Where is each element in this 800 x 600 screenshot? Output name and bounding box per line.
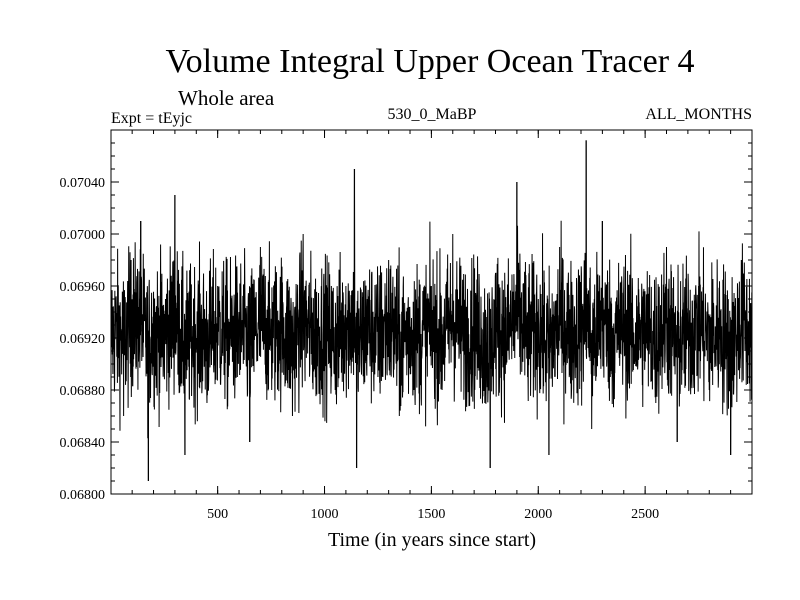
x-tick-label: 2500 [631, 507, 659, 522]
y-tick-label: 0.06960 [60, 280, 106, 295]
y-tick-label: 0.06800 [60, 488, 106, 503]
x-tick-label: 2000 [524, 507, 552, 522]
y-tick-label: 0.06920 [60, 332, 106, 347]
y-tick-label: 0.07040 [60, 176, 106, 191]
x-tick-label: 1500 [417, 507, 445, 522]
x-tick-label: 500 [207, 507, 228, 522]
y-tick-label: 0.07000 [60, 228, 106, 243]
y-axis: 0.06800 0.06840 0.06880 0.06920 0.06960 0.070… [60, 129, 752, 503]
experiment-label: Expt = tEyjc [111, 110, 192, 127]
chart-subtitle: Whole area [178, 86, 275, 110]
x-axis-label: Time (in years since start) [328, 529, 536, 551]
months-label: ALL_MONTHS [645, 106, 752, 123]
x-tick-label: 1000 [311, 507, 339, 522]
data-layer [111, 140, 752, 482]
y-tick-label: 0.06840 [60, 436, 106, 451]
plot-area [111, 140, 752, 482]
chart-title: Volume Integral Upper Ocean Tracer 4 [165, 43, 694, 80]
x-axis: 500 1000 1500 2000 2500 [131, 130, 732, 522]
y-tick-label: 0.06880 [60, 384, 106, 399]
series-line [111, 140, 752, 482]
period-label: 530_0_MaBP [388, 106, 477, 123]
